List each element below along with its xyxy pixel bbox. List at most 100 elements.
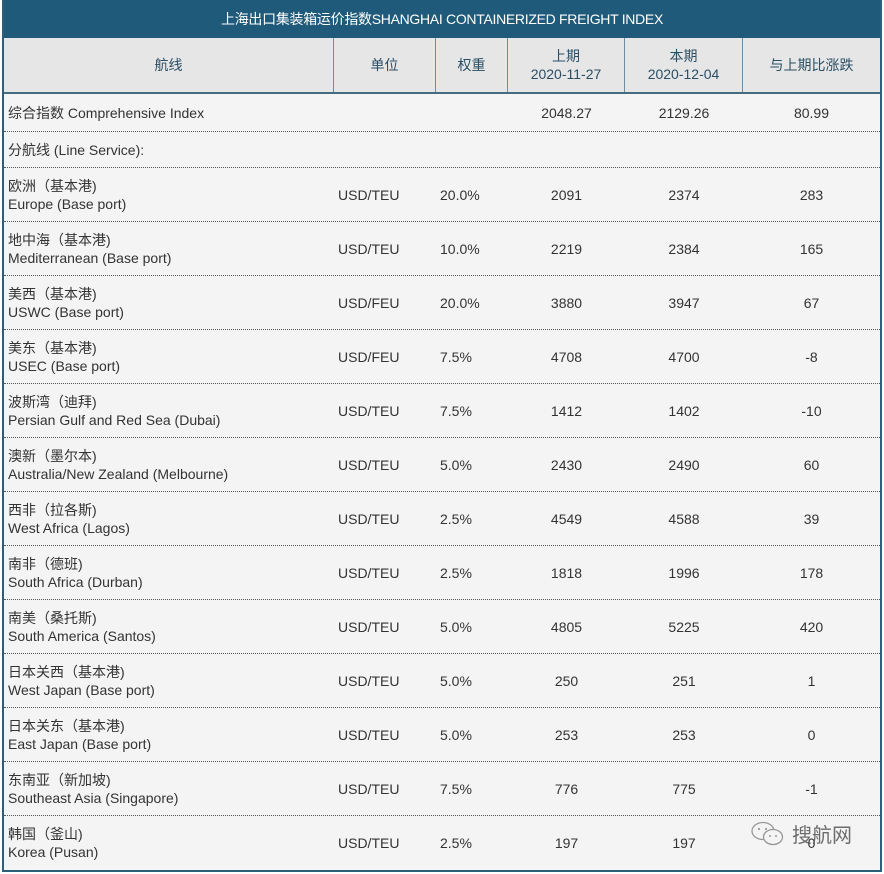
previous-value: 253 — [554, 726, 579, 743]
route-name-en: Korea (Pusan) — [8, 844, 99, 860]
change-value: 283 — [799, 186, 824, 203]
route-name: 东南亚（新加坡) Southeast Asia (Singapore) — [4, 771, 334, 807]
route-name: 韩国（釜山) Korea (Pusan) — [4, 825, 334, 861]
change-value: 0 — [807, 835, 816, 851]
route-name-cn: 西非（拉各斯) — [8, 501, 97, 518]
table-title: 上海出口集装箱运价指数SHANGHAI CONTAINERIZED FREIGH… — [4, 0, 880, 38]
route-name-en: West Africa (Lagos) — [8, 519, 130, 536]
line-service-row: 分航线 (Line Service): — [4, 132, 880, 168]
current-value: 197 — [672, 835, 696, 851]
route-name-cn: 美西（基本港) — [8, 285, 97, 302]
unit: USD/TEU — [338, 726, 400, 743]
route-name-en: Europe (Base port) — [8, 195, 127, 212]
previous-value: 4805 — [550, 618, 583, 635]
route-name-en: Australia/New Zealand (Melbourne) — [8, 465, 229, 482]
previous-value: 4549 — [550, 510, 583, 527]
table-row: 美东（基本港) USEC (Base port) USD/FEU 7.5% 470… — [4, 330, 880, 384]
previous-value: 2091 — [550, 186, 583, 203]
table-row: 南非（德班) South Africa (Durban) USD/TEU 2.5%… — [4, 546, 880, 600]
route-name-cn: 澳新（墨尔本) — [8, 447, 97, 464]
line-service-label: 分航线 (Line Service): — [8, 141, 145, 158]
current-value: 251 — [672, 672, 696, 689]
unit: USD/TEU — [338, 456, 400, 473]
table-row: 澳新（墨尔本) Australia/New Zealand (Melbourne)… — [4, 438, 880, 492]
route-name: 地中海（基本港) Mediterranean (Base port) — [4, 231, 334, 267]
change-value: 178 — [799, 564, 824, 581]
header-route: 航线 — [4, 38, 334, 92]
table-row: 韩国（釜山) Korea (Pusan) USD/TEU 2.5% 197 197… — [4, 816, 880, 870]
comprehensive-current: 2129.26 — [658, 104, 710, 121]
route-name-en: South America (Santos) — [8, 627, 156, 644]
route-name-en: Persian Gulf and Red Sea (Dubai) — [8, 411, 221, 428]
route-name: 美西（基本港) USWC (Base port) — [4, 285, 334, 321]
comprehensive-label: 综合指数 Comprehensive Index — [8, 104, 205, 121]
unit: USD/FEU — [338, 348, 400, 365]
header-previous: 上期 2020-11-27 — [508, 38, 625, 92]
route-name-cn: 波斯湾（迪拜) — [8, 393, 97, 410]
header-current-label: 本期 — [669, 48, 698, 64]
previous-value: 3880 — [550, 294, 583, 311]
route-name-en: Southeast Asia (Singapore) — [8, 789, 179, 806]
header-unit-label: 单位 — [370, 57, 399, 73]
weight: 5.0% — [440, 618, 472, 635]
change-value: 0 — [807, 726, 816, 743]
header-change-label: 与上期比涨跌 — [769, 57, 854, 73]
wechat-icon — [751, 821, 784, 845]
watermark-text: 搜航网 — [792, 825, 852, 847]
current-value: 1402 — [668, 402, 700, 419]
table-row: 日本关东（基本港) East Japan (Base port) USD/TEU … — [4, 708, 880, 762]
route-name: 美东（基本港) USEC (Base port) — [4, 339, 334, 375]
route-name-cn: 南非（德班) — [8, 555, 83, 572]
weight: 20.0% — [440, 186, 480, 203]
current-value: 2374 — [668, 186, 700, 203]
header-change: 与上期比涨跌 — [743, 38, 880, 92]
previous-value: 4708 — [550, 348, 583, 365]
route-name-cn: 日本关东（基本港) — [8, 717, 125, 734]
current-value: 2490 — [668, 456, 700, 473]
route-name-en: USWC (Base port) — [8, 303, 124, 320]
table-row: 波斯湾（迪拜) Persian Gulf and Red Sea (Dubai) … — [4, 384, 880, 438]
unit: USD/TEU — [338, 618, 400, 635]
table-header: 航线 单位 权重 上期 2020-11-27 本期 2020-12-04 与上期… — [4, 38, 880, 94]
weight: 10.0% — [440, 240, 480, 257]
header-weight: 权重 — [436, 38, 508, 92]
route-name-en: East Japan (Base port) — [8, 735, 152, 752]
route-name-cn: 韩国（釜山) — [8, 826, 83, 842]
change-value: 60 — [803, 456, 820, 473]
table-row: 东南亚（新加坡) Southeast Asia (Singapore) USD/T… — [4, 762, 880, 816]
weight: 5.0% — [440, 672, 472, 689]
watermark: 搜航网 — [750, 819, 852, 848]
unit: USD/TEU — [338, 835, 400, 851]
comprehensive-change: 80.99 — [793, 104, 830, 121]
header-current-date: 2020-12-04 — [647, 66, 720, 82]
table-row: 西非（拉各斯) West Africa (Lagos) USD/TEU 2.5% … — [4, 492, 880, 546]
header-unit: 单位 — [334, 38, 436, 92]
weight: 7.5% — [440, 780, 472, 797]
previous-value: 1412 — [550, 402, 583, 419]
previous-value: 1818 — [550, 564, 583, 581]
route-name-cn: 欧洲（基本港) — [8, 177, 97, 194]
current-value: 2384 — [668, 240, 700, 257]
unit: USD/TEU — [338, 510, 400, 527]
current-value: 1996 — [668, 564, 700, 581]
table-row: 南美（桑托斯) South America (Santos) USD/TEU 5.… — [4, 600, 880, 654]
unit: USD/TEU — [338, 240, 400, 257]
table-row: 欧洲（基本港) Europe (Base port) USD/TEU 20.0% … — [4, 168, 880, 222]
previous-value: 197 — [554, 835, 579, 851]
table-row: 美西（基本港) USWC (Base port) USD/FEU 20.0% 38… — [4, 276, 880, 330]
route-name-en: USEC (Base port) — [8, 357, 121, 374]
route-name-cn: 东南亚（新加坡) — [8, 771, 111, 788]
route-name-en: Mediterranean (Base port) — [8, 249, 172, 266]
current-value: 5225 — [668, 618, 700, 635]
route-name-cn: 日本关西（基本港) — [8, 663, 125, 680]
current-value: 4588 — [668, 510, 700, 527]
unit: USD/FEU — [338, 294, 400, 311]
previous-value: 776 — [554, 780, 579, 797]
header-current: 本期 2020-12-04 — [625, 38, 743, 92]
table-row: 日本关西（基本港) West Japan (Base port) USD/TEU … — [4, 654, 880, 708]
unit: USD/TEU — [338, 186, 400, 203]
weight: 2.5% — [440, 510, 472, 527]
weight: 5.0% — [440, 456, 472, 473]
header-previous-label: 上期 — [552, 48, 580, 64]
